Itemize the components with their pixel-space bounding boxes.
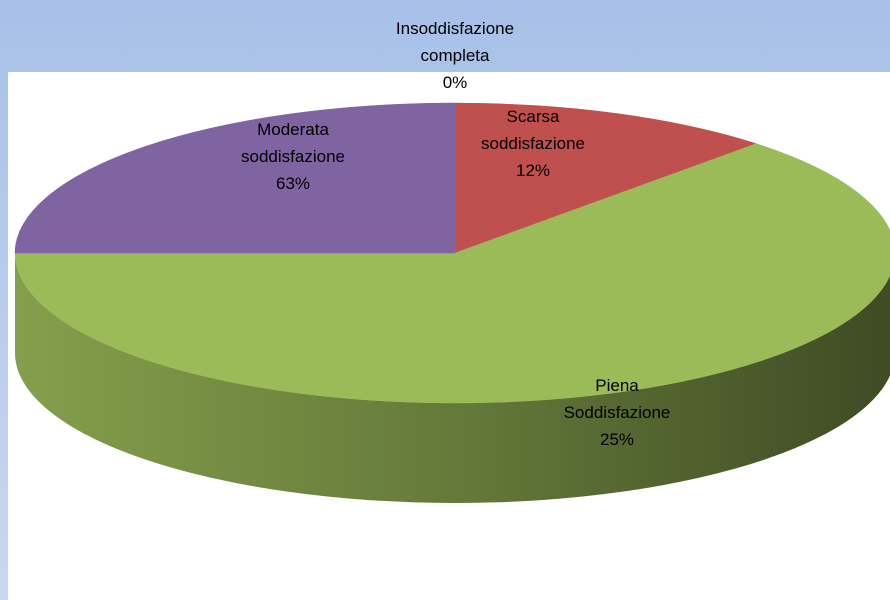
value-label: 63% — [275, 174, 311, 193]
category-name: Moderata soddisfazione — [241, 120, 345, 166]
value-label: 25% — [599, 430, 635, 449]
value-label: 12% — [515, 161, 551, 180]
data-label: Moderata soddisfazione 63% — [223, 116, 363, 197]
data-label: Piena Soddisfazione 25% — [547, 372, 687, 453]
value-label: 0% — [442, 73, 468, 92]
category-name: Insoddisfazione completa — [395, 19, 515, 65]
slice — [14, 143, 890, 404]
category-name: Piena Soddisfazione — [563, 376, 671, 422]
data-label: Scarsa soddisfazione 12% — [463, 103, 603, 184]
category-name: Scarsa soddisfazione — [481, 107, 585, 153]
data-label: Insoddisfazione completa 0% — [385, 15, 525, 96]
slice — [454, 102, 757, 254]
slice — [14, 102, 456, 254]
